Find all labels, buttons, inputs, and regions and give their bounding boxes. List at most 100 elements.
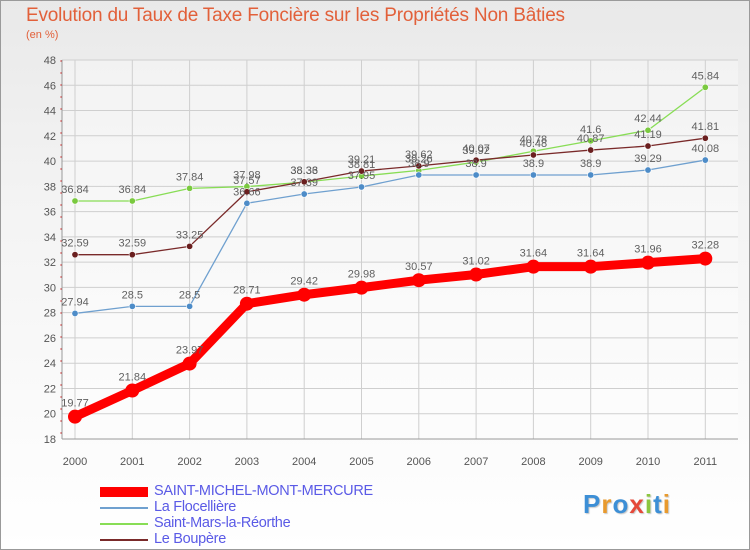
- data-label-saint-mars-la-reorthe-2011: 45.84: [692, 70, 720, 82]
- logo-letter-1: r: [601, 489, 613, 519]
- y-tick-label-30: 30: [44, 282, 56, 294]
- y-tick-label-48: 48: [44, 55, 56, 67]
- y-tick-label-44: 44: [44, 106, 56, 118]
- data-label-la-flocelliere-2002: 28.5: [179, 289, 200, 301]
- point-saint-michel-mont-mercure-2007: [469, 267, 484, 282]
- point-saint-mars-la-reorthe-2001: [128, 197, 136, 205]
- point-saint-michel-mont-mercure-2003: [239, 296, 254, 311]
- legend-label-saint-michel: SAINT-MICHEL-MONT-MERCURE: [154, 483, 373, 499]
- point-la-flocelliere-2002: [186, 302, 194, 310]
- point-saint-mars-la-reorthe-2009: [587, 137, 595, 145]
- point-saint-michel-mont-mercure-2000: [68, 409, 82, 424]
- x-tick-label-2005: 2005: [349, 456, 373, 468]
- data-label-saint-mars-la-reorthe-2004: 38.33: [290, 165, 318, 177]
- data-label-saint-michel-mont-mercure-2003: 28.71: [233, 285, 261, 297]
- data-label-la-flocelliere-2008: 38.9: [523, 158, 544, 170]
- y-tick-label-42: 42: [44, 131, 56, 143]
- y-tick-label-38: 38: [44, 181, 56, 193]
- point-saint-mars-la-reorthe-2002: [186, 184, 194, 192]
- logo-letter-3: x: [629, 489, 645, 519]
- point-le-boupere-2008: [529, 151, 537, 159]
- data-label-saint-mars-la-reorthe-2009: 41.6: [580, 124, 601, 136]
- y-tick-label-34: 34: [44, 232, 56, 244]
- point-saint-michel-mont-mercure-2004: [297, 287, 312, 302]
- legend-label-la-flocelliere: La Flocellière: [154, 499, 237, 515]
- point-la-flocelliere-2011: [701, 156, 709, 164]
- data-label-saint-michel-mont-mercure-2005: 29.98: [348, 269, 376, 281]
- data-label-le-boupere-2005: 39.21: [348, 154, 376, 166]
- logo-letter-6: i: [662, 489, 671, 519]
- logo-letter-5: t: [653, 489, 663, 519]
- data-label-saint-michel-mont-mercure-2006: 30.57: [405, 261, 433, 273]
- point-saint-michel-mont-mercure-2008: [526, 259, 541, 274]
- data-label-la-flocelliere-2003: 36.66: [233, 186, 261, 198]
- point-saint-michel-mont-mercure-2010: [641, 255, 655, 270]
- data-label-le-boupere-2004: 38.36: [290, 165, 318, 177]
- data-label-la-flocelliere-2004: 37.39: [290, 177, 318, 189]
- y-tick-label-28: 28: [44, 308, 56, 320]
- y-tick-label-18: 18: [44, 434, 56, 446]
- point-le-boupere-2003: [243, 188, 251, 196]
- data-label-saint-mars-la-reorthe-2008: 40.78: [520, 134, 548, 146]
- proxiti-logo: Proxiti: [583, 489, 671, 520]
- y-tick-label-26: 26: [44, 333, 56, 345]
- data-label-saint-mars-la-reorthe-2001: 36.84: [119, 184, 147, 196]
- point-la-flocelliere-2007: [472, 171, 480, 179]
- y-tick-label-20: 20: [44, 409, 56, 421]
- data-label-le-boupere-2006: 39.62: [405, 149, 433, 161]
- point-saint-michel-mont-mercure-2009: [583, 259, 598, 274]
- data-label-le-boupere-2008: 40.48: [520, 138, 548, 150]
- point-la-flocelliere-2001: [128, 302, 136, 310]
- data-label-la-flocelliere-2011: 40.08: [692, 143, 720, 155]
- legend-swatch-saint-michel: [100, 487, 148, 497]
- point-saint-mars-la-reorthe-2011: [701, 83, 709, 91]
- x-tick-label-2008: 2008: [521, 456, 545, 468]
- logo-letter-2: o: [612, 489, 630, 519]
- point-le-boupere-2009: [587, 146, 595, 154]
- x-tick-label-2003: 2003: [235, 456, 259, 468]
- data-label-la-flocelliere-2007: 38.9: [465, 158, 486, 170]
- y-tick-label-24: 24: [44, 358, 56, 370]
- point-la-flocelliere-2010: [644, 166, 652, 174]
- data-label-saint-michel-mont-mercure-2000: 19.77: [61, 398, 89, 410]
- x-tick-label-2011: 2011: [693, 456, 717, 468]
- series-line-saint-michel-mont-mercure: [70, 254, 710, 422]
- point-saint-michel-mont-mercure-2001: [125, 383, 140, 398]
- data-label-la-flocelliere-2006: 38.9: [408, 158, 429, 170]
- series-line-saint-mars-la-reorthe: [74, 86, 706, 202]
- x-tick-label-2007: 2007: [464, 456, 488, 468]
- data-label-le-boupere-2002: 33.25: [176, 229, 204, 241]
- point-la-flocelliere-2000: [71, 309, 79, 317]
- point-le-boupere-2010: [644, 142, 652, 150]
- data-label-le-boupere-2009: 40.87: [577, 133, 605, 145]
- point-la-flocelliere-2009: [587, 171, 595, 179]
- series-line-le-boupere: [74, 137, 706, 256]
- point-le-boupere-2000: [71, 251, 79, 259]
- data-label-saint-michel-mont-mercure-2007: 31.02: [462, 256, 490, 268]
- logo-letter-0: P: [583, 489, 602, 519]
- logo-letter-4: i: [644, 489, 654, 519]
- y-tick-label-32: 32: [44, 257, 56, 269]
- point-la-flocelliere-2004: [300, 190, 308, 198]
- x-tick-label-2001: 2001: [120, 456, 144, 468]
- data-label-saint-michel-mont-mercure-2004: 29.42: [290, 276, 318, 288]
- x-tick-label-2004: 2004: [292, 456, 316, 468]
- point-le-boupere-2005: [357, 167, 365, 175]
- data-label-saint-michel-mont-mercure-2001: 21.84: [119, 371, 147, 383]
- data-label-saint-michel-mont-mercure-2011: 32.28: [692, 240, 720, 252]
- series-line-la-flocelliere: [74, 159, 706, 315]
- y-axis-unit: (en %): [26, 29, 59, 41]
- x-tick-label-2009: 2009: [578, 456, 602, 468]
- data-label-saint-mars-la-reorthe-2002: 37.84: [176, 171, 204, 183]
- point-la-flocelliere-2003: [243, 199, 251, 207]
- x-tick-label-2000: 2000: [63, 456, 87, 468]
- data-label-saint-mars-la-reorthe-2005: 38.81: [348, 159, 376, 171]
- data-label-saint-mars-la-reorthe-2007: 39.92: [462, 145, 490, 157]
- data-label-saint-mars-la-reorthe-2006: 39.26: [405, 153, 433, 165]
- data-label-saint-mars-la-reorthe-2000: 36.84: [61, 184, 89, 196]
- data-label-saint-michel-mont-mercure-2002: 23.97: [176, 345, 204, 357]
- point-la-flocelliere-2008: [529, 171, 537, 179]
- legend-swatch-saint-mars: [100, 523, 148, 525]
